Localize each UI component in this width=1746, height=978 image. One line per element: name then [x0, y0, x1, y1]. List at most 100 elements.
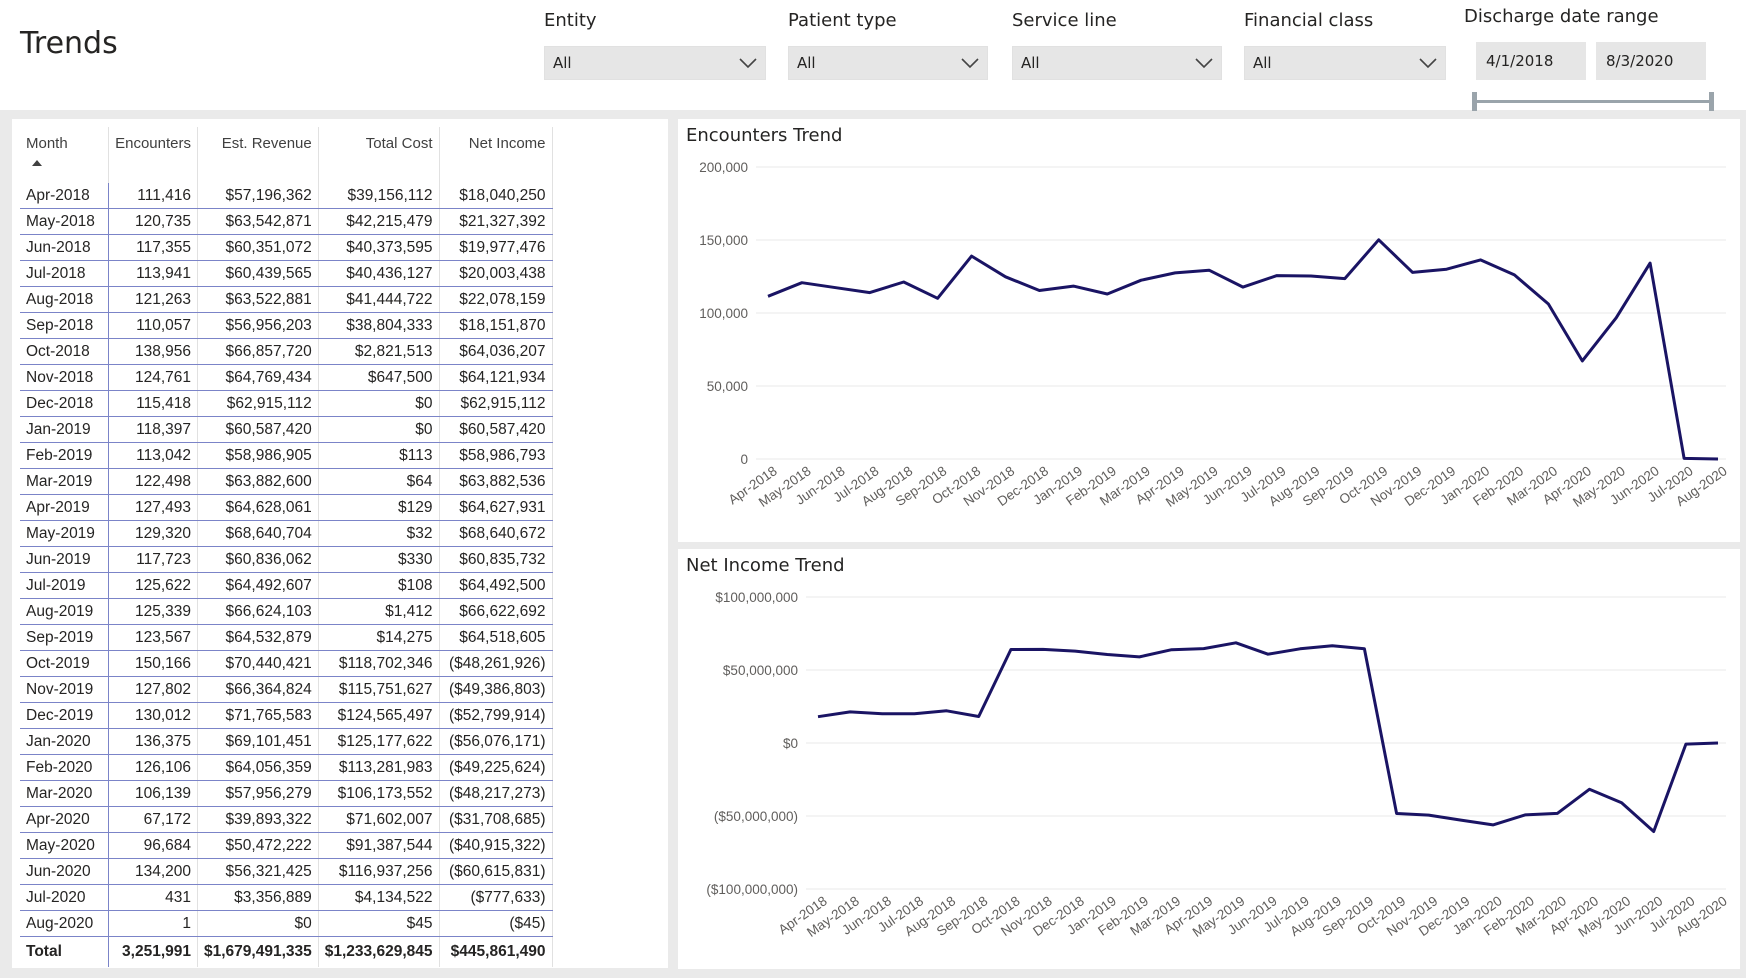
data-point[interactable]	[1329, 643, 1335, 649]
table-row[interactable]: Jun-2019 117,723 $60,836,062 $330 $60,835,73…	[20, 546, 553, 573]
data-point[interactable]	[1233, 640, 1239, 646]
patient-type-dropdown[interactable]: All	[788, 46, 988, 80]
data-point[interactable]	[867, 290, 873, 296]
table-row[interactable]: Jul-2019 125,622 $64,492,607 $108 $64,492,50…	[20, 572, 553, 599]
data-point[interactable]	[1522, 812, 1528, 818]
series-line[interactable]	[817, 641, 1719, 833]
data-point[interactable]	[1003, 274, 1009, 280]
table-row[interactable]: Feb-2019 113,042 $58,986,905 $113 $58,986,79…	[20, 442, 553, 469]
data-point[interactable]	[1104, 291, 1110, 297]
table-row[interactable]: Aug-2020 1 $0 $45 ($45)	[20, 910, 553, 937]
data-point[interactable]	[1308, 273, 1314, 279]
data-point[interactable]	[969, 253, 975, 259]
data-point[interactable]	[1297, 646, 1303, 652]
data-point[interactable]	[1072, 648, 1078, 654]
table-row[interactable]: Jun-2020 134,200 $56,321,425 $116,937,256 ($…	[20, 858, 553, 885]
data-point[interactable]	[1036, 287, 1042, 293]
data-point[interactable]	[901, 279, 907, 285]
data-point[interactable]	[1426, 812, 1432, 818]
data-point[interactable]	[1070, 283, 1076, 289]
data-point[interactable]	[935, 295, 941, 301]
data-point[interactable]	[1647, 260, 1653, 266]
table-row[interactable]: Sep-2018 110,057 $56,956,203 $38,804,333 $18…	[20, 312, 553, 339]
data-point[interactable]	[1265, 651, 1271, 657]
date-range-slider[interactable]	[1472, 92, 1714, 111]
data-point[interactable]	[879, 711, 885, 717]
data-point[interactable]	[1651, 828, 1657, 834]
column-header-encounters[interactable]: Encounters	[108, 127, 198, 183]
data-point[interactable]	[1104, 652, 1110, 658]
data-point[interactable]	[1715, 740, 1721, 746]
table-row[interactable]: Jul-2020 431 $3,356,889 $4,134,522 ($777,633…	[20, 884, 553, 911]
table-row[interactable]: Aug-2019 125,339 $66,624,103 $1,412 $66,622,…	[20, 598, 553, 625]
table-row[interactable]: May-2020 96,684 $50,472,222 $91,387,544 ($40…	[20, 832, 553, 859]
data-point[interactable]	[815, 714, 821, 720]
data-point[interactable]	[847, 709, 853, 715]
table-row[interactable]: May-2019 129,320 $68,640,704 $32 $68,640,672	[20, 520, 553, 547]
data-point[interactable]	[1394, 810, 1400, 816]
table-row[interactable]: Nov-2018 124,761 $64,769,434 $647,500 $64,12…	[20, 364, 553, 391]
data-point[interactable]	[1511, 272, 1517, 278]
data-point[interactable]	[1545, 301, 1551, 307]
data-point[interactable]	[1172, 270, 1178, 276]
table-row[interactable]: Oct-2018 138,956 $66,857,720 $2,821,513 $64,…	[20, 338, 553, 365]
table-row[interactable]: Jul-2018 113,941 $60,439,565 $40,436,127 $20…	[20, 260, 553, 287]
data-point[interactable]	[1458, 817, 1464, 823]
start-date-input[interactable]: 4/1/2018	[1476, 42, 1586, 80]
data-point[interactable]	[1361, 646, 1367, 652]
table-row[interactable]: Sep-2019 123,567 $64,532,879 $14,275 $64,518…	[20, 624, 553, 651]
table-row[interactable]: Dec-2018 115,418 $62,915,112 $0 $62,915,112	[20, 390, 553, 417]
table-row[interactable]: May-2018 120,735 $63,542,871 $42,215,479 $21…	[20, 208, 553, 235]
table-row[interactable]: Apr-2018 111,416 $57,196,362 $39,156,112 $18…	[20, 183, 553, 209]
data-point[interactable]	[833, 285, 839, 291]
column-header-revenue[interactable]: Est. Revenue	[197, 127, 319, 183]
data-point[interactable]	[1619, 800, 1625, 806]
data-point[interactable]	[1444, 266, 1450, 272]
column-header-net-income[interactable]: Net Income	[439, 127, 553, 183]
data-point[interactable]	[1274, 273, 1280, 279]
range-start-handle[interactable]	[1472, 92, 1477, 111]
table-row[interactable]: Mar-2020 106,139 $57,956,279 $106,173,552 ($…	[20, 780, 553, 807]
data-point[interactable]	[1586, 786, 1592, 792]
data-point[interactable]	[1683, 741, 1689, 747]
data-point[interactable]	[1138, 277, 1144, 283]
data-point[interactable]	[1681, 455, 1687, 461]
table-row[interactable]: Aug-2018 121,263 $63,522,881 $41,444,722 $22…	[20, 286, 553, 313]
table-row[interactable]: Apr-2020 67,172 $39,893,322 $71,602,007 ($31…	[20, 806, 553, 833]
column-header-total-cost[interactable]: Total Cost	[318, 127, 440, 183]
column-header-month[interactable]: Month	[20, 127, 109, 183]
data-point[interactable]	[1201, 646, 1207, 652]
data-point[interactable]	[976, 713, 982, 719]
table-row[interactable]: Mar-2019 122,498 $63,882,600 $64 $63,882,536	[20, 468, 553, 495]
end-date-input[interactable]: 8/3/2020	[1596, 42, 1706, 80]
data-point[interactable]	[1206, 267, 1212, 273]
table-row[interactable]: Jan-2020 136,375 $69,101,451 $125,177,622 ($…	[20, 728, 553, 755]
data-point[interactable]	[1715, 456, 1721, 462]
data-point[interactable]	[799, 280, 805, 286]
data-point[interactable]	[1554, 810, 1560, 816]
data-point[interactable]	[944, 708, 950, 714]
data-point[interactable]	[1342, 276, 1348, 282]
data-point[interactable]	[1579, 358, 1585, 364]
data-point[interactable]	[1613, 315, 1619, 321]
table-row[interactable]: Apr-2019 127,493 $64,628,061 $129 $64,627,93…	[20, 494, 553, 521]
data-point[interactable]	[1490, 822, 1496, 828]
table-row[interactable]: Feb-2020 126,106 $64,056,359 $113,281,983 ($…	[20, 754, 553, 781]
table-row[interactable]: Dec-2019 130,012 $71,765,583 $124,565,497 ($…	[20, 702, 553, 729]
range-end-handle[interactable]	[1709, 92, 1714, 111]
table-row[interactable]: Nov-2019 127,802 $66,364,824 $115,751,627 ($…	[20, 676, 553, 703]
financial-class-dropdown[interactable]: All	[1244, 46, 1446, 80]
data-point[interactable]	[1040, 646, 1046, 652]
entity-dropdown[interactable]: All	[544, 46, 766, 80]
data-point[interactable]	[1240, 284, 1246, 290]
table-row[interactable]: Jun-2018 117,355 $60,351,072 $40,373,595 $19…	[20, 234, 553, 261]
table-row[interactable]: Oct-2019 150,166 $70,440,421 $118,702,346 ($…	[20, 650, 553, 677]
data-point[interactable]	[1410, 269, 1416, 275]
table-row[interactable]: Jan-2019 118,397 $60,587,420 $0 $60,587,420	[20, 416, 553, 443]
data-point[interactable]	[1008, 647, 1014, 653]
data-point[interactable]	[1136, 654, 1142, 660]
data-point[interactable]	[1478, 257, 1484, 263]
data-point[interactable]	[911, 711, 917, 717]
data-point[interactable]	[765, 293, 771, 299]
series-line[interactable]	[767, 238, 1719, 461]
